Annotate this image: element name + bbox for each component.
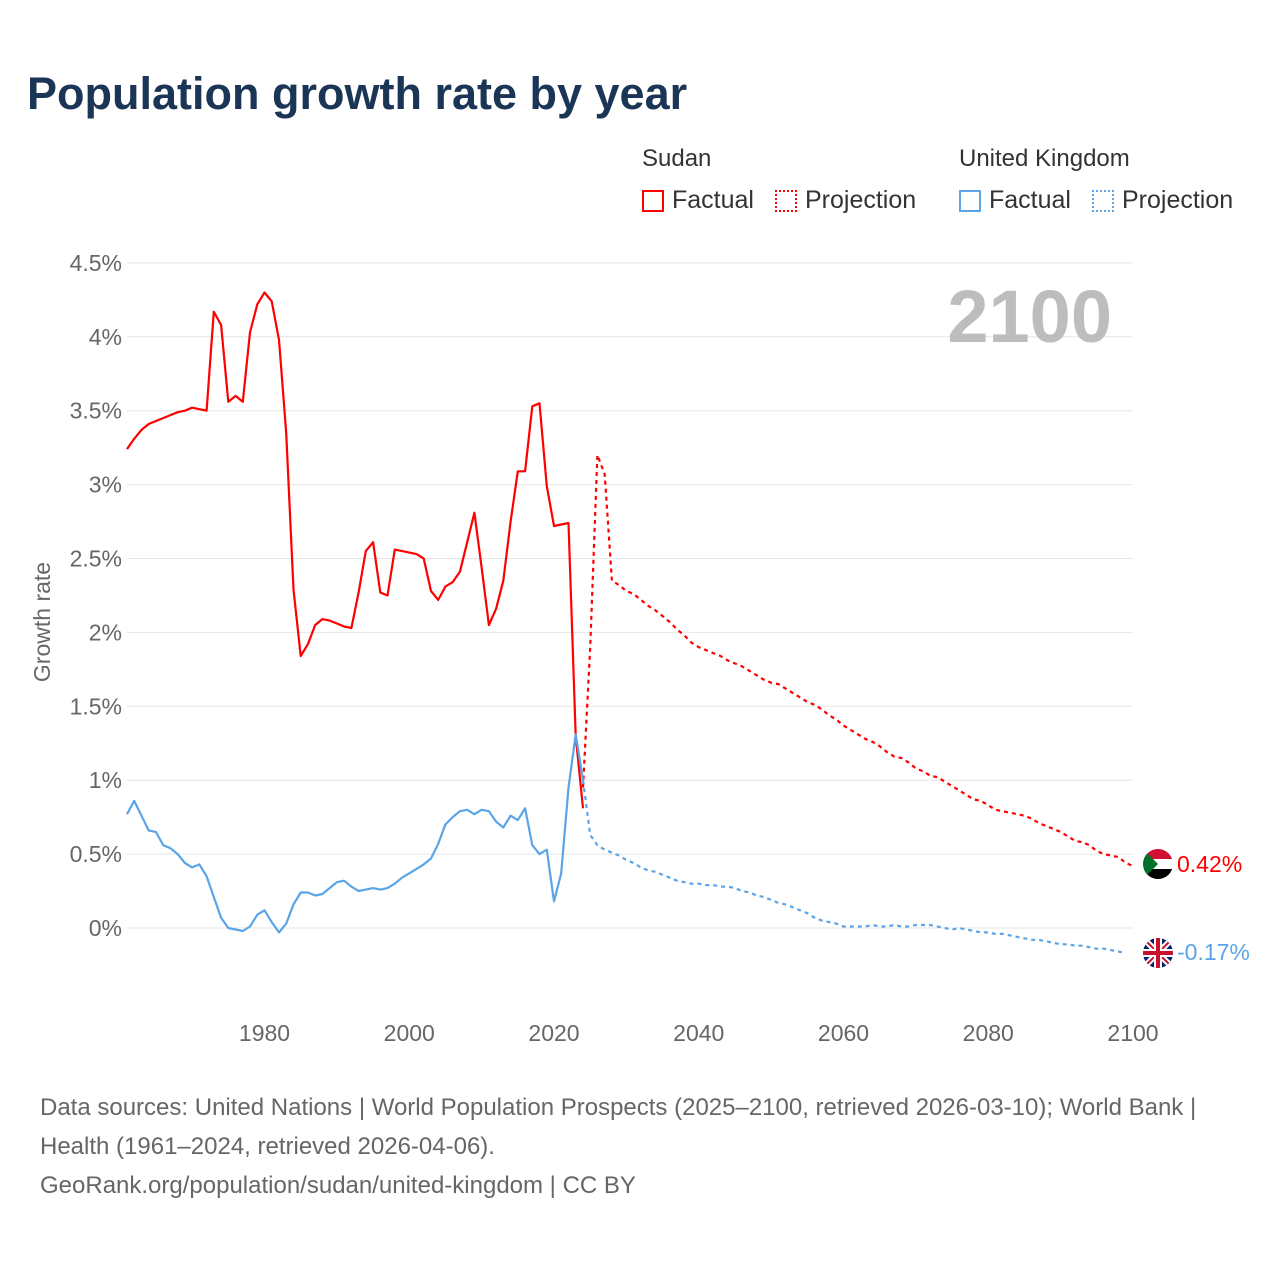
y-tick-label: 4.5%	[70, 250, 122, 276]
y-tick-label: 2.5%	[70, 546, 122, 572]
plot-area: 0% 0.5% 1% 1.5% 2% 2.5% 3% 3.5% 4% 4.5% 1980 2000 20…	[29, 250, 1250, 1046]
sudan-end-label: 0.42%	[1177, 851, 1242, 877]
x-tick-label: 2020	[528, 1020, 579, 1046]
source-note: Data sources: United Nations | World Pop…	[40, 1088, 1240, 1205]
legend-sudan-projection[interactable]: Projection	[775, 186, 916, 215]
x-tick-label: 1980	[239, 1020, 290, 1046]
series-line-sudan-projection	[581, 453, 1134, 867]
y-tick-label: 2%	[89, 619, 122, 645]
legend-group-uk: United Kingdom	[959, 145, 1130, 172]
x-tick-label: 2040	[673, 1020, 724, 1046]
y-tick-label: 4%	[89, 324, 122, 350]
chart-title: Population growth rate by year	[27, 68, 688, 119]
legend-swatch-dotted-red	[775, 189, 797, 212]
legend-label: Projection	[805, 186, 917, 214]
y-tick-label: 1.5%	[70, 693, 122, 719]
uk-end-label: -0.17%	[1177, 939, 1250, 965]
legend-swatch-dotted-blue	[1092, 189, 1114, 212]
x-tick-label: 2080	[963, 1020, 1014, 1046]
y-axis-label: Growth rate	[29, 562, 55, 682]
y-tick-label: 1%	[89, 767, 122, 793]
y-tick-label: 0%	[89, 915, 122, 941]
year-watermark: 2100	[947, 275, 1112, 358]
series-line-sudan-factual	[126, 291, 585, 809]
x-tick-label: 2000	[384, 1020, 435, 1046]
source-link[interactable]: GeoRank.org/population/sudan/united-king…	[40, 1172, 636, 1199]
source-text: Data sources: United Nations | World Pop…	[40, 1094, 1197, 1160]
legend-sudan-factual[interactable]: Factual	[642, 186, 754, 215]
uk-flag-icon	[1143, 938, 1173, 968]
legend-label: Factual	[989, 186, 1071, 214]
y-tick-label: 3%	[89, 472, 122, 498]
legend-swatch-solid-blue	[959, 189, 981, 212]
series-line-united-kingdom-factual	[126, 733, 585, 934]
legend-uk-factual[interactable]: Factual	[959, 186, 1071, 215]
legend-label: Projection	[1122, 186, 1234, 214]
legend-group-sudan: Sudan	[642, 145, 712, 172]
x-tick-label: 2100	[1107, 1020, 1158, 1046]
x-tick-label: 2060	[818, 1020, 869, 1046]
y-tick-label: 0.5%	[70, 841, 122, 867]
series-line-united-kingdom-projection	[581, 780, 1127, 955]
y-tick-label: 3.5%	[70, 398, 122, 424]
legend-label: Factual	[672, 186, 754, 214]
legend-swatch-solid-red	[642, 189, 664, 212]
legend-uk-projection[interactable]: Projection	[1092, 186, 1233, 215]
sudan-flag-icon	[1143, 849, 1173, 879]
